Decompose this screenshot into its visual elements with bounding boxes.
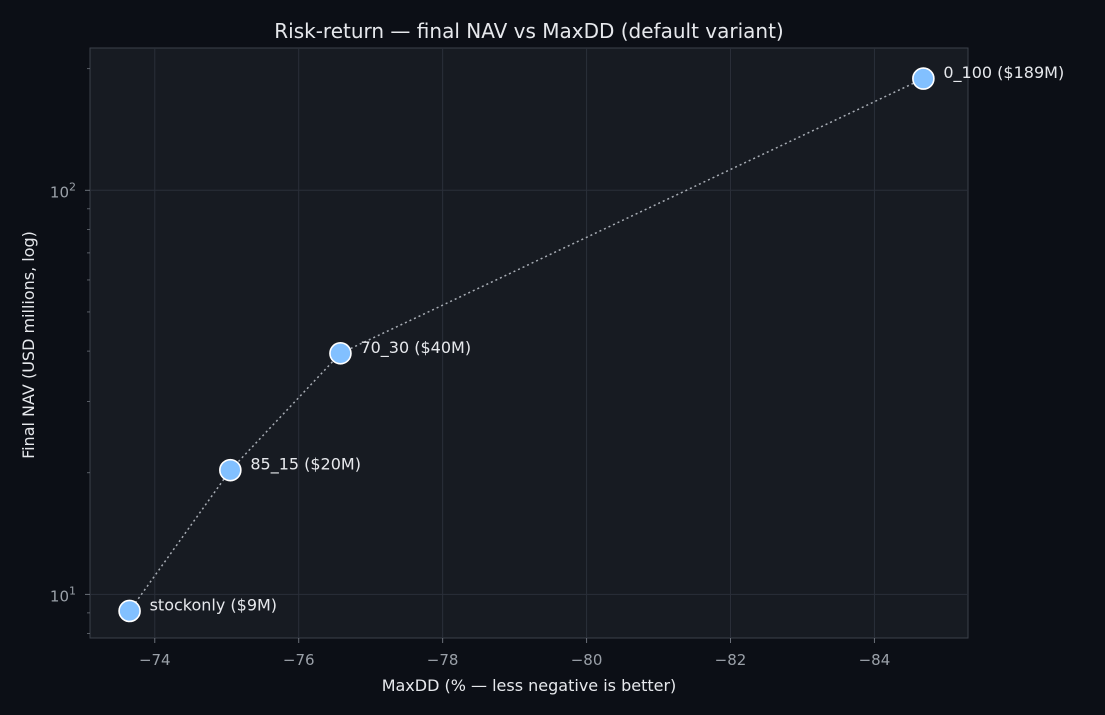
y-axis-label: Final NAV (USD millions, log) xyxy=(19,231,38,459)
data-points: stockonly ($9M) 85_15 ($20M) 70_30 ($40M) 0… xyxy=(118,63,1064,623)
plot-area xyxy=(89,47,969,639)
data-point xyxy=(219,458,242,482)
data-point-label: 85_15 ($20M) xyxy=(250,455,361,475)
x-axis-label: MaxDD (% — less negative is better) xyxy=(382,676,677,695)
data-point xyxy=(118,599,141,623)
series-connector-line xyxy=(128,77,924,612)
axes: −74 −76 −78 −80 −82 −84 101 102 xyxy=(50,68,891,669)
data-point-label: 70_30 ($40M) xyxy=(360,338,471,358)
data-point xyxy=(912,67,935,90)
x-tick-label: −74 xyxy=(139,651,171,669)
x-tick-label: −78 xyxy=(427,651,459,669)
data-point-label: 0_100 ($189M) xyxy=(943,63,1064,83)
x-tick-label: −82 xyxy=(715,651,747,669)
x-tick-label: −76 xyxy=(283,651,315,669)
y-tick-label: 102 xyxy=(50,180,76,201)
grid xyxy=(90,48,968,638)
x-tick-label: −80 xyxy=(571,651,603,669)
chart-title: Risk-return — final NAV vs MaxDD (defaul… xyxy=(274,19,783,43)
data-point-label: stockonly ($9M) xyxy=(150,595,277,614)
x-tick-label: −84 xyxy=(859,651,891,669)
y-tick-label: 101 xyxy=(50,584,76,605)
data-point xyxy=(329,342,352,365)
